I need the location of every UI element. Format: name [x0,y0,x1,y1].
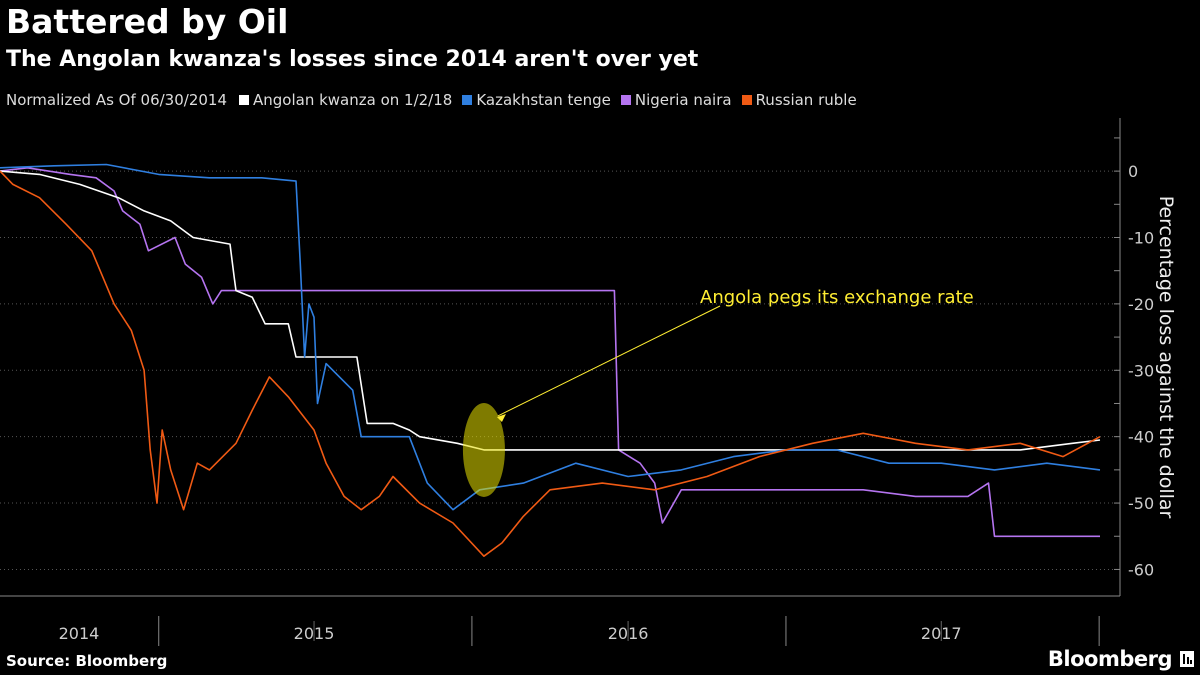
x-tick-label: 2017 [921,624,962,643]
x-tick-label: 2015 [294,624,335,643]
legend-swatch-kwanza [239,95,249,105]
legend-item-kwanza: Angolan kwanza on 1/2/18 [239,91,452,109]
series-line-angolan [0,170,1101,451]
chart-title: Battered by Oil [6,2,289,41]
legend-item-ruble: Russian ruble [741,91,857,109]
legend-label-tenge: Kazakhstan tenge [476,91,611,109]
legend: Normalized As Of 06/30/2014 Angolan kwan… [6,91,867,109]
bloomberg-terminal-icon [1180,651,1194,667]
y-tick-label: -40 [1128,428,1154,447]
annotation-text: Angola pegs its exchange rate [700,287,974,308]
legend-label-naira: Nigeria naira [634,91,732,109]
y-tick-label: -60 [1128,560,1154,579]
annotation-leader [497,305,721,417]
annotation-highlight [462,402,505,497]
legend-swatch-tenge [462,95,473,105]
x-tick-label: 2016 [608,624,649,643]
legend-label-ruble: Russian ruble [755,91,857,109]
y-tick-label: -10 [1128,229,1154,248]
series-line-kazakhstan [0,163,1101,511]
source-note: Source: Bloomberg [6,652,168,670]
legend-swatch-ruble [741,95,752,105]
y-tick-label: -30 [1128,361,1154,380]
axes: 0 -10 -20 -30 -40 -50 -60 Percentage loss again… [0,118,1177,646]
x-tick-label: 2014 [59,624,100,643]
grid [0,170,1120,570]
annotation-arrowhead [496,413,506,422]
normalization-note: Normalized As Of 06/30/2014 [6,91,227,109]
y-axis-label: Percentage loss against the dollar [1155,196,1177,519]
brand-name: Bloomberg [1047,647,1173,671]
series-lines [0,163,1101,557]
legend-label-kwanza: Angolan kwanza on 1/2/18 [253,91,453,109]
legend-swatch-naira [620,95,631,105]
y-tick-label: -50 [1128,494,1154,513]
annotation: Angola pegs its exchange rate [462,287,974,497]
legend-item-naira: Nigeria naira [620,91,732,109]
y-tick-label: 0 [1128,162,1138,181]
y-tick-label: -20 [1128,295,1154,314]
brand-logo: Bloomberg [1048,647,1194,671]
chart-subtitle: The Angolan kwanza's losses since 2014 a… [6,47,699,72]
series-line-nigeria [0,167,1100,538]
series-line-russian [0,170,1101,557]
legend-item-tenge: Kazakhstan tenge [462,91,611,109]
